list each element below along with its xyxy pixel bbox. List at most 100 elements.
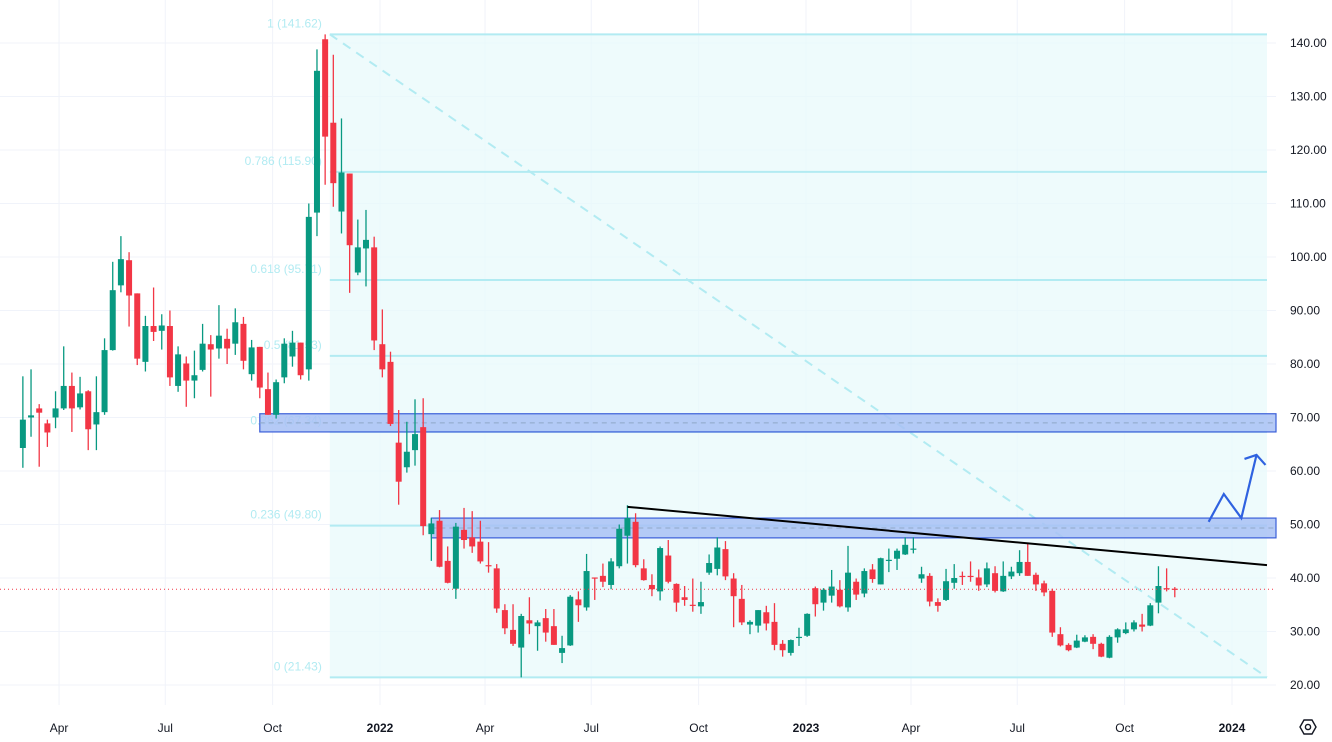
candle-body bbox=[232, 322, 239, 344]
candle-body bbox=[166, 326, 173, 378]
candle-body bbox=[85, 391, 92, 430]
candle bbox=[134, 293, 141, 366]
projection-arrow-path[interactable] bbox=[1207, 454, 1258, 523]
candle bbox=[959, 571, 966, 585]
candle-body bbox=[248, 347, 255, 375]
candle-body bbox=[983, 568, 990, 585]
candle-body bbox=[362, 239, 369, 249]
candle-body bbox=[1106, 636, 1113, 658]
candle bbox=[861, 568, 868, 598]
time-tick-label: Apr bbox=[50, 721, 69, 735]
candle-body bbox=[853, 581, 860, 595]
candle-body bbox=[428, 523, 435, 535]
candle bbox=[215, 305, 222, 359]
candle-body bbox=[215, 335, 222, 349]
candle-body bbox=[869, 569, 876, 580]
candle bbox=[1139, 613, 1146, 632]
candle-body bbox=[19, 419, 26, 448]
candle bbox=[526, 597, 533, 635]
candle bbox=[706, 554, 713, 575]
candle bbox=[771, 603, 778, 651]
candle-body bbox=[689, 604, 696, 606]
candle-body bbox=[175, 354, 182, 386]
candle-body bbox=[1122, 629, 1129, 634]
candle-body bbox=[142, 326, 149, 362]
time-tick-label: Jul bbox=[1010, 721, 1025, 735]
candle bbox=[501, 604, 508, 635]
candle bbox=[85, 390, 92, 451]
price-axis[interactable]: 20.00 30.00 40.00 50.00 60.00 70.00 80.00 90.00… bbox=[1290, 36, 1327, 692]
candle-body bbox=[77, 393, 84, 408]
candle bbox=[322, 34, 329, 185]
candle bbox=[403, 421, 410, 473]
candle bbox=[1024, 543, 1031, 576]
candle-body bbox=[52, 408, 59, 418]
trend-line[interactable] bbox=[627, 505, 1268, 567]
candle-body bbox=[926, 575, 933, 602]
candle-body bbox=[412, 434, 419, 451]
candle-body bbox=[1090, 636, 1097, 644]
candle bbox=[93, 376, 100, 451]
candle bbox=[1000, 561, 1007, 592]
candle bbox=[461, 507, 468, 549]
candle-body bbox=[943, 581, 950, 600]
candle bbox=[1049, 588, 1056, 637]
candle bbox=[983, 562, 990, 588]
candle-body bbox=[738, 598, 745, 623]
candle-body bbox=[550, 626, 557, 645]
candle-body bbox=[755, 610, 762, 626]
candle bbox=[559, 635, 566, 664]
candle bbox=[934, 598, 941, 612]
candle-body bbox=[379, 344, 386, 370]
candle bbox=[787, 639, 794, 656]
candle bbox=[191, 350, 198, 399]
candle-body bbox=[795, 636, 802, 639]
time-tick-label: Oct bbox=[263, 721, 282, 735]
candle bbox=[117, 236, 124, 293]
candle-body bbox=[1016, 561, 1023, 574]
fib-trend-line[interactable] bbox=[329, 33, 1268, 679]
settings-button[interactable] bbox=[1299, 719, 1317, 735]
candle-body bbox=[273, 382, 280, 415]
time-tick-label: Jul bbox=[158, 721, 173, 735]
candle bbox=[828, 569, 835, 603]
candle bbox=[975, 569, 982, 591]
candle bbox=[902, 537, 909, 555]
candle bbox=[730, 573, 737, 628]
candle bbox=[330, 54, 337, 207]
candle bbox=[240, 316, 247, 370]
candle bbox=[510, 604, 517, 646]
price-tick-label: 80.00 bbox=[1290, 357, 1320, 371]
candle bbox=[289, 330, 296, 367]
candle bbox=[1147, 603, 1154, 627]
time-tick-label: 2023 bbox=[793, 721, 820, 735]
candle bbox=[804, 613, 811, 637]
candle bbox=[697, 581, 704, 614]
drawings[interactable] bbox=[0, 453, 1276, 590]
candle-body bbox=[583, 571, 590, 608]
time-tick-label: 2022 bbox=[367, 721, 394, 735]
candle-body bbox=[44, 423, 51, 433]
candle bbox=[599, 563, 606, 588]
candle bbox=[746, 620, 753, 635]
candle-body bbox=[330, 122, 337, 184]
candle-body bbox=[395, 442, 402, 482]
price-tick-label: 90.00 bbox=[1290, 304, 1320, 318]
candle-body bbox=[305, 216, 312, 370]
candle-body bbox=[648, 584, 655, 590]
candle-body bbox=[902, 544, 909, 555]
candle bbox=[28, 369, 35, 437]
candle-body bbox=[681, 597, 688, 600]
candle bbox=[477, 520, 484, 564]
candle bbox=[101, 338, 108, 415]
candle bbox=[542, 609, 549, 642]
candle bbox=[836, 580, 843, 608]
candle bbox=[493, 564, 500, 613]
time-axis[interactable]: Apr Jul Oct 2022 Apr Jul Oct 2023 Apr Jul Oct 2024 bbox=[50, 721, 1246, 735]
candle bbox=[1081, 635, 1088, 643]
candle-body bbox=[256, 346, 263, 388]
fibonacci-retracement[interactable]: 1 (141.62)0.786 (115.90)0.618 (95.71)0.5… bbox=[245, 16, 1268, 679]
candle-body bbox=[444, 560, 451, 583]
candle-body bbox=[240, 323, 247, 361]
